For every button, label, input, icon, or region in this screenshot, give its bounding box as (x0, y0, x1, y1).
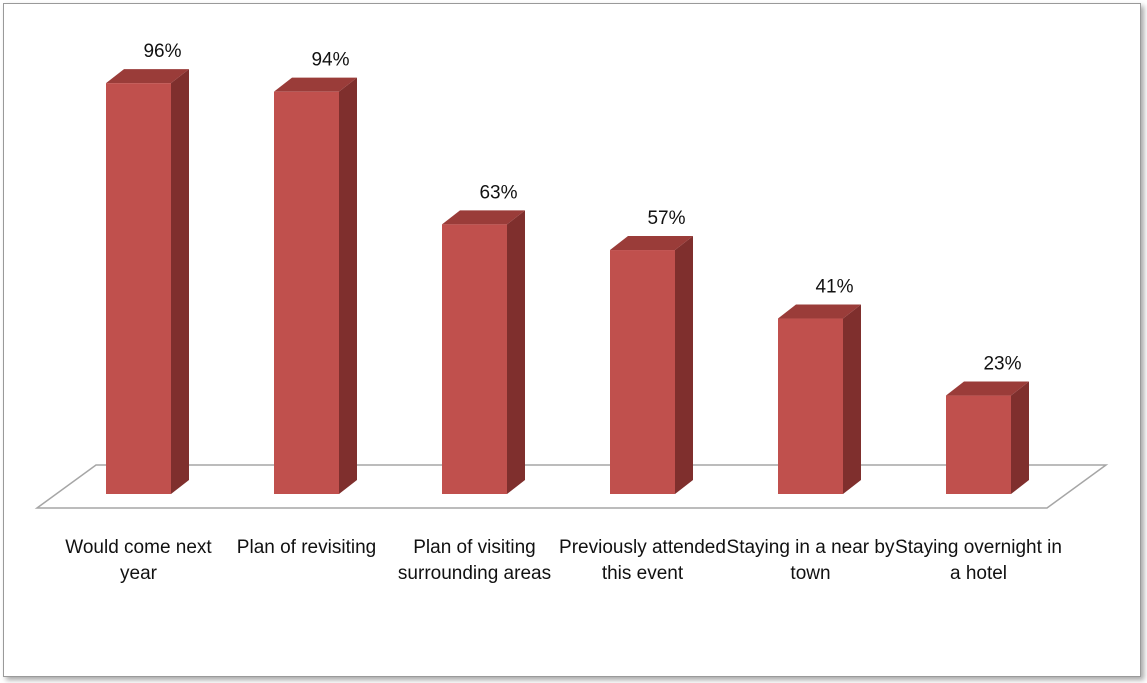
category-label-4: Previously attended this event (559, 537, 726, 584)
bar-3 (442, 210, 525, 495)
bar-side-face (675, 236, 693, 495)
bar-side-face (171, 69, 189, 495)
bar-5 (778, 304, 861, 494)
value-label-4: 57% (647, 208, 685, 229)
category-label-3: Plan of visiting surrounding areas (397, 537, 552, 584)
value-label-1: 96% (143, 41, 181, 62)
bar-front-face (274, 91, 339, 495)
value-label-3: 63% (479, 182, 517, 203)
bar-side-face (507, 210, 525, 495)
category-label-5: Staying in a near by town (726, 537, 895, 584)
bar-top-face (274, 77, 357, 92)
bar-front-face (610, 250, 675, 494)
bar-side-face (1011, 381, 1029, 494)
bar-front-face (778, 318, 843, 494)
bar-4 (610, 236, 693, 495)
bar-top-face (610, 236, 693, 251)
bar-top-face (106, 69, 189, 84)
bar-top-face (946, 381, 1029, 396)
value-label-5: 41% (815, 277, 853, 298)
bars-layer (106, 69, 1029, 495)
bar-top-face (442, 210, 525, 225)
bar-2 (274, 77, 357, 495)
category-label-6: Staying overnight in a hotel (895, 537, 1062, 584)
bar-front-face (106, 83, 171, 495)
chart-frame: 96% 94% 63% 57% 41% 23% Would come next year P… (3, 3, 1141, 677)
bar-front-face (946, 395, 1011, 494)
category-label-2: Plan of revisiting (236, 537, 377, 558)
bar-front-face (442, 224, 507, 495)
bar-side-face (843, 304, 861, 494)
chart-floor (34, 464, 1109, 509)
bar-chart: 96% 94% 63% 57% 41% 23% (34, 41, 1109, 509)
value-label-2: 94% (311, 50, 349, 71)
bar-1 (106, 69, 189, 495)
value-label-6: 23% (983, 354, 1021, 375)
bar-side-face (339, 77, 357, 495)
value-labels-layer: 96% 94% 63% 57% 41% 23% (143, 41, 1021, 374)
category-label-1: Would come next year (65, 537, 212, 584)
bar-6 (946, 381, 1029, 494)
bar-top-face (778, 304, 861, 319)
